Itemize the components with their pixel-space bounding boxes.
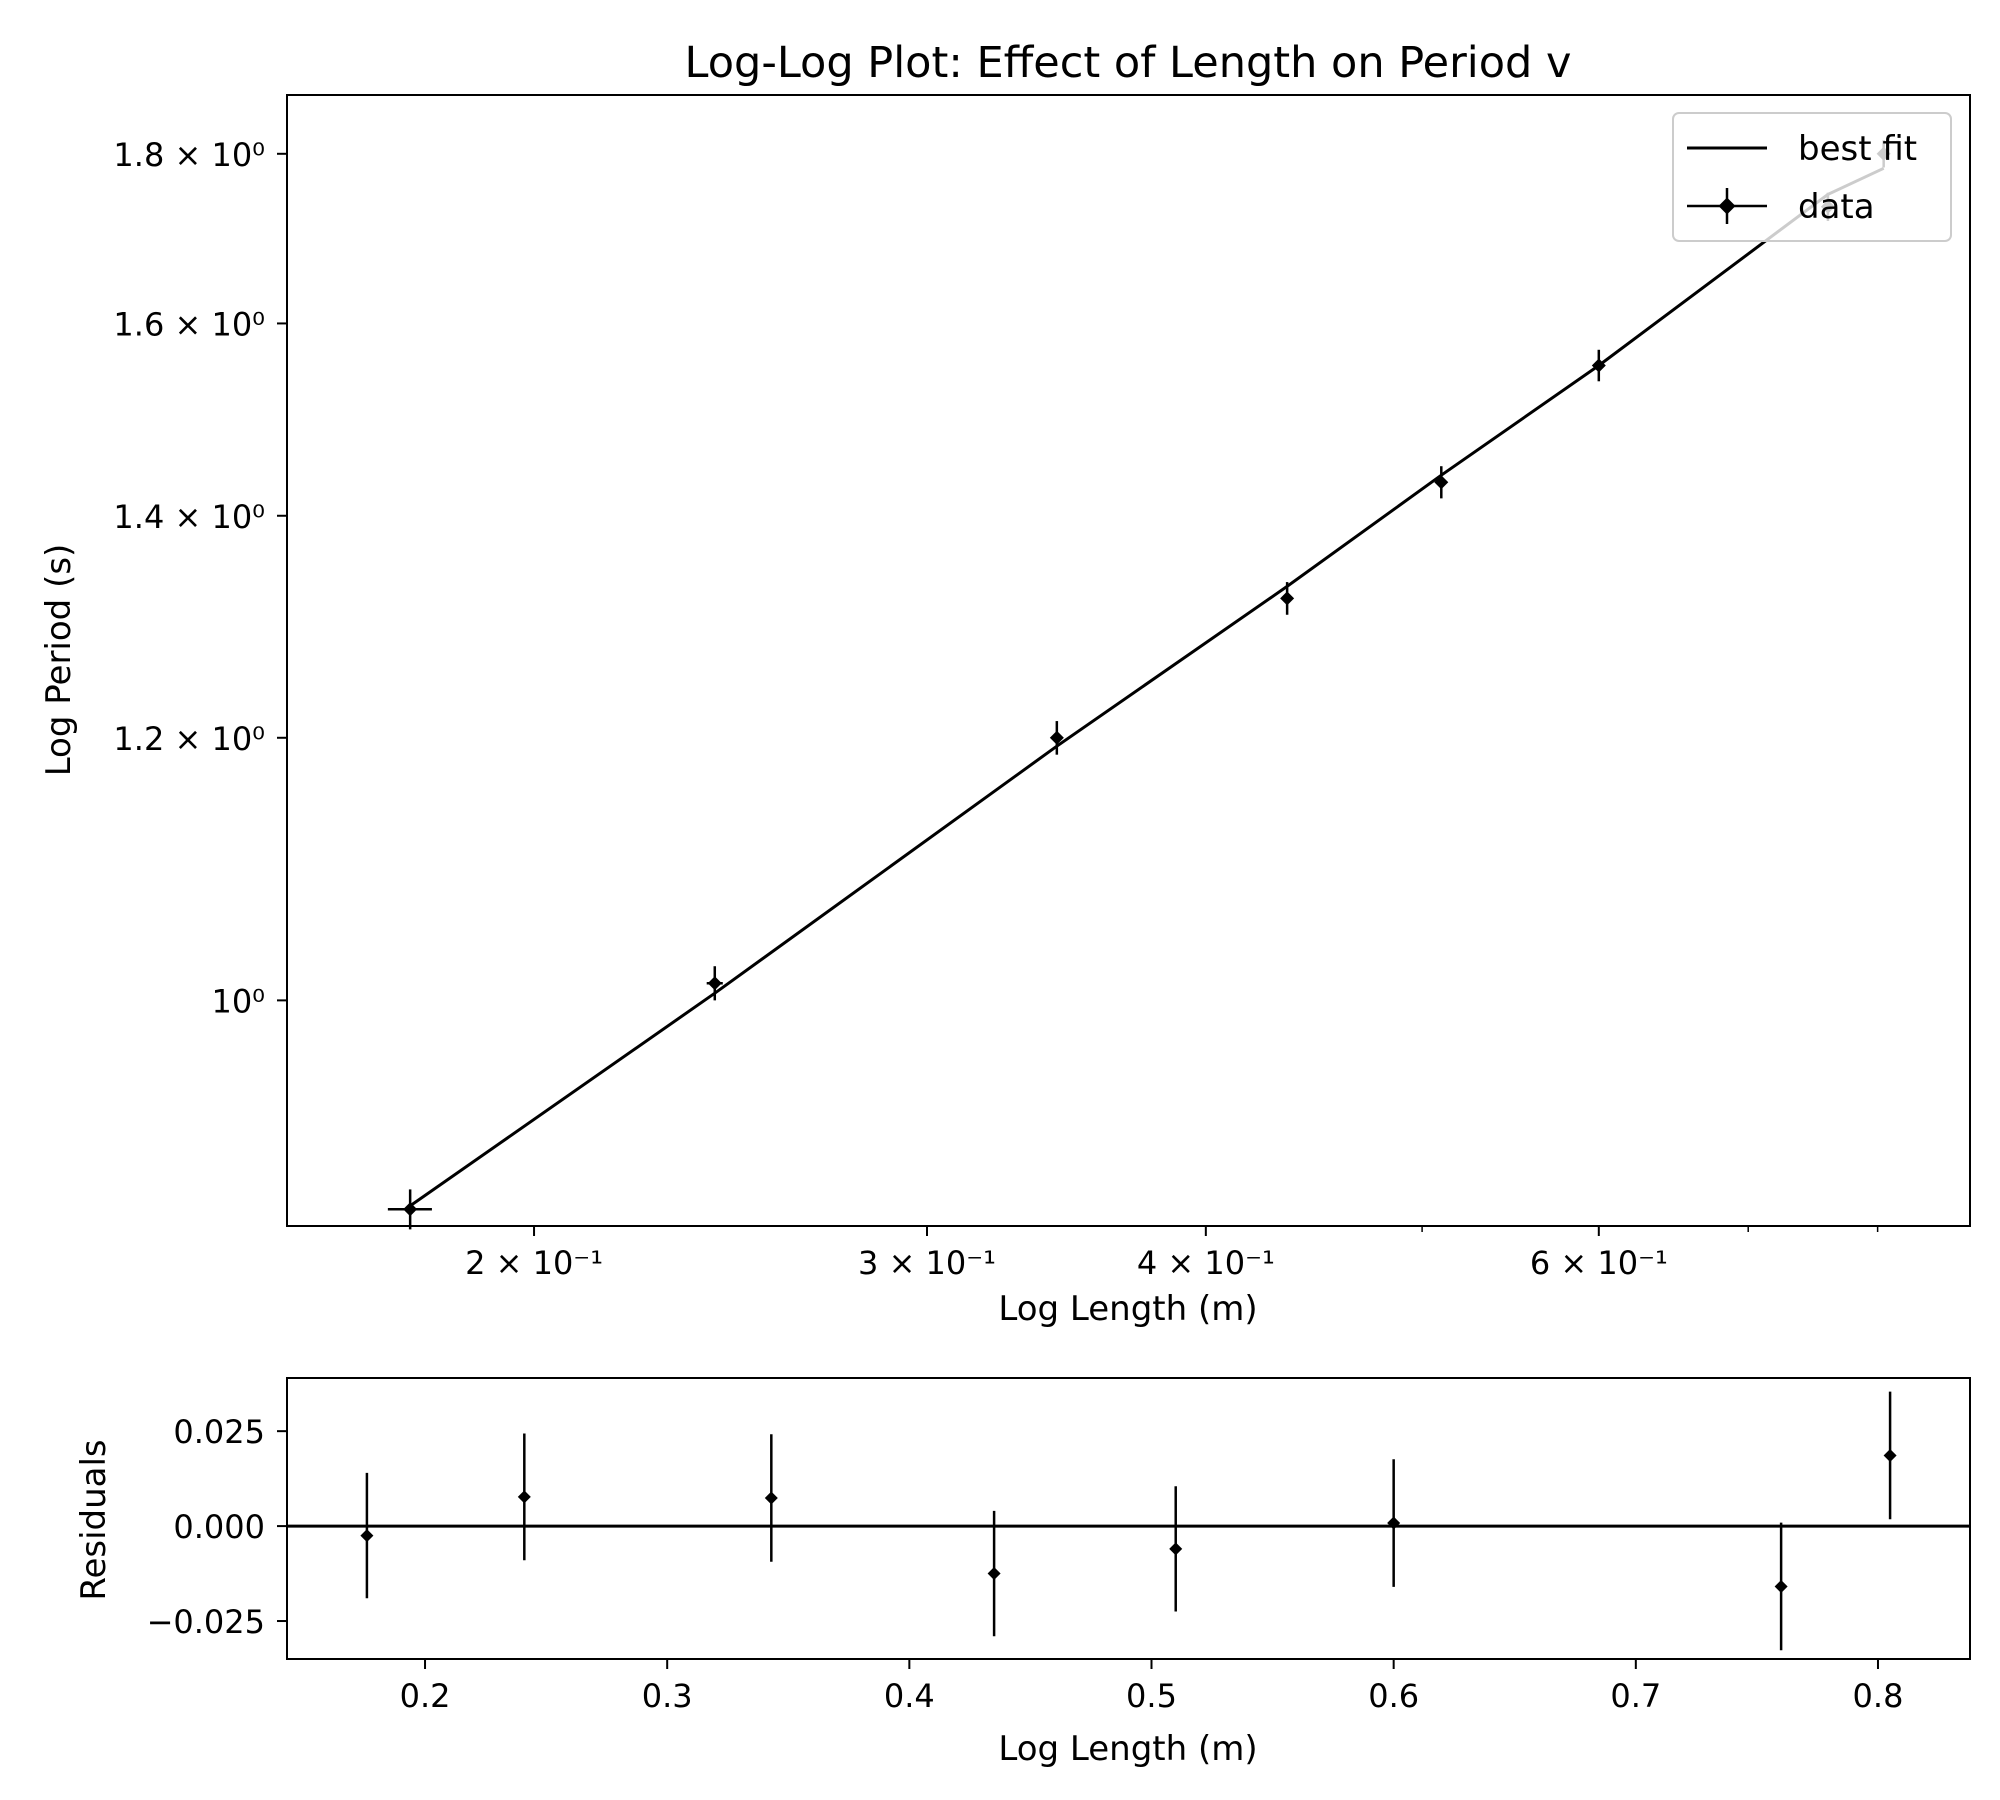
data-point-marker [1049, 730, 1064, 745]
residuals-y-tick-label: −0.025 [147, 1603, 265, 1641]
main-x-tick-label: 4 × 10⁻¹ [1137, 1244, 1275, 1282]
legend: best fit data [1672, 112, 1952, 242]
legend-box [1672, 112, 1952, 242]
residual-point [764, 1434, 778, 1562]
data-point [1280, 582, 1295, 615]
main-chart-title: Log-Log Plot: Effect of Length on Period… [685, 38, 1572, 88]
residuals-plot-frame [286, 1377, 1971, 1660]
main-y-tick-label: 1.6 × 10⁰ [113, 305, 265, 343]
residuals-y-tick-label: 0.025 [173, 1413, 265, 1451]
residual-point-marker [987, 1567, 1001, 1581]
residual-point [360, 1472, 374, 1599]
residuals-x-tick-label: 0.6 [1368, 1677, 1419, 1715]
data-point [387, 1189, 432, 1230]
data-point [1591, 349, 1606, 382]
main-plot-panel: Log-Log Plot: Effect of Length on Period… [39, 38, 1971, 1329]
residuals-axis-ticks: 0.2 0.3 0.4 0.5 0.6 0.7 0.8 0.025 0.000 −0.025 [147, 1413, 1904, 1715]
data-point-marker [1591, 358, 1606, 373]
residuals-x-tick-label: 0.7 [1610, 1677, 1661, 1715]
residual-point [1169, 1486, 1183, 1612]
residuals-x-tick-label: 0.4 [884, 1677, 935, 1715]
residuals-x-tick-label: 0.2 [400, 1677, 451, 1715]
main-plot-frame [286, 94, 1971, 1227]
main-x-tick-label: 3 × 10⁻¹ [858, 1244, 996, 1282]
legend-data-label: data [1798, 187, 1875, 227]
main-x-tick-label: 2 × 10⁻¹ [465, 1244, 603, 1282]
residual-point-marker [1883, 1448, 1897, 1462]
residual-point [987, 1510, 1001, 1637]
data-point [1434, 466, 1449, 499]
residual-point [1883, 1391, 1897, 1520]
main-y-tick-label: 1.2 × 10⁰ [113, 720, 265, 758]
residual-point-marker [517, 1490, 531, 1504]
residual-point [517, 1433, 531, 1561]
residual-point-marker [360, 1529, 374, 1543]
residuals-y-axis-label: Residuals [74, 1439, 114, 1600]
residual-point [1387, 1459, 1401, 1587]
residual-point-marker [1774, 1579, 1788, 1593]
main-x-axis-label: Log Length (m) [998, 1289, 1257, 1329]
residuals-x-tick-label: 0.8 [1853, 1677, 1904, 1715]
data-point-marker [707, 976, 722, 991]
residual-point-marker [1387, 1516, 1401, 1530]
residuals-series [360, 1391, 1897, 1651]
main-y-tick-label: 1.4 × 10⁰ [113, 498, 265, 536]
main-y-tick-label: 1.8 × 10⁰ [113, 136, 265, 174]
residual-point [1774, 1522, 1788, 1651]
data-point-marker [1280, 591, 1295, 606]
data-point [1049, 721, 1064, 755]
main-y-tick-label: 10⁰ [211, 982, 265, 1020]
data-point-marker [1434, 475, 1449, 490]
residuals-x-tick-label: 0.3 [642, 1677, 693, 1715]
residuals-x-tick-label: 0.5 [1126, 1677, 1177, 1715]
data-point [706, 966, 723, 1001]
main-x-tick-label: 6 × 10⁻¹ [1530, 1244, 1668, 1282]
legend-best-fit-label: best fit [1798, 129, 1917, 169]
residuals-plot-panel: Log Length (m) Residuals 0.2 0.3 0.4 0.5 0.6… [74, 1377, 1971, 1769]
main-axis-ticks: 2 × 10⁻¹ 3 × 10⁻¹ 4 × 10⁻¹ 6 × 10⁻¹ 10⁰ 1.2 ×… [113, 136, 1879, 1282]
residuals-y-tick-label: 0.000 [173, 1508, 265, 1546]
residual-point-marker [764, 1491, 778, 1505]
residuals-x-axis-label: Log Length (m) [998, 1729, 1257, 1769]
data-point-marker [403, 1202, 418, 1217]
residual-point-marker [1169, 1542, 1183, 1556]
main-y-axis-label: Log Period (s) [39, 544, 79, 777]
